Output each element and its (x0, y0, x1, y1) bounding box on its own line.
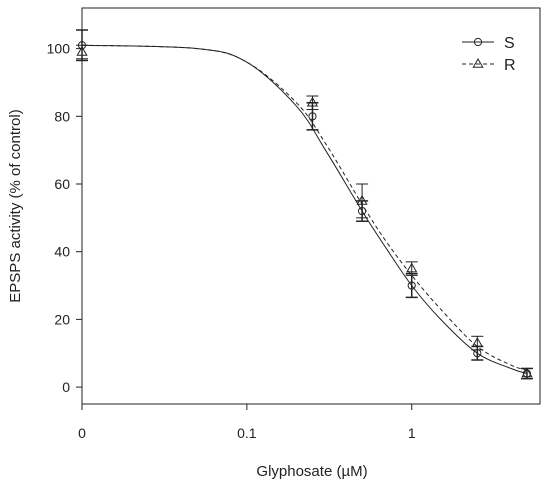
x-tick-label: 0 (78, 425, 86, 441)
legend: SR (462, 35, 516, 74)
data-points (76, 29, 533, 380)
point-r (521, 367, 533, 378)
y-tick-label: 20 (54, 311, 70, 327)
point-r (306, 96, 319, 107)
point-s (308, 112, 317, 121)
point-r (76, 45, 88, 56)
x-tick-label: 1 (408, 425, 416, 441)
x-tick-label: 0.1 (237, 425, 257, 441)
legend-label-r: R (504, 57, 516, 74)
legend-marker-s (473, 37, 483, 47)
x-axis: 0 0.1 1 (78, 404, 416, 441)
plot-frame (81, 7, 541, 405)
y-axis: 0 20 40 60 80 100 (47, 41, 82, 395)
point-s (407, 281, 416, 290)
point-r (356, 194, 368, 205)
curve-r (81, 44, 528, 371)
y-axis-title: EPSPS activity (% of control) (7, 109, 24, 302)
curve-s (81, 44, 528, 374)
point-r (471, 337, 483, 347)
x-axis-title: Glyphosate (µM) (256, 463, 367, 480)
y-tick-label: 80 (54, 108, 70, 124)
legend-label-s: S (504, 35, 515, 52)
y-tick-label: 100 (47, 41, 71, 57)
y-tick-label: 0 (62, 379, 70, 395)
y-tick-label: 60 (54, 176, 70, 192)
legend-marker-r (472, 57, 484, 68)
fitted-curves (81, 44, 528, 374)
y-tick-label: 40 (54, 244, 70, 260)
point-r (406, 262, 418, 273)
